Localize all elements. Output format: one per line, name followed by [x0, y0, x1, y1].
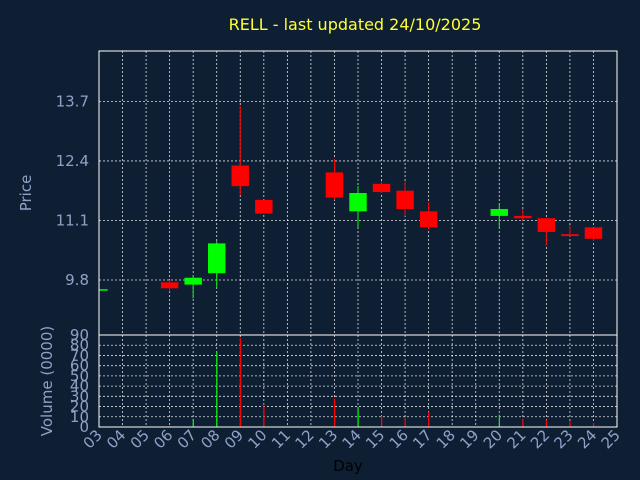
candle-body	[99, 289, 108, 291]
x-tick-label: 09	[221, 426, 247, 452]
volume-axis-label: Volume (0000)	[38, 326, 56, 436]
x-tick-label: 24	[574, 426, 600, 452]
volume-bar	[381, 415, 383, 427]
x-tick-label: 12	[292, 426, 318, 452]
x-tick-label: 06	[150, 426, 176, 452]
volume-tick-label: 0	[79, 418, 89, 436]
candle-body	[184, 277, 202, 285]
candle-body	[255, 199, 273, 214]
volume-bar	[522, 418, 524, 427]
candles	[99, 105, 603, 299]
volume-bar	[333, 398, 336, 427]
volume-tick-label: 10	[70, 408, 89, 426]
volume-tick-label: 80	[70, 336, 89, 354]
candle-body	[537, 218, 556, 232]
x-tick-label: 10	[244, 426, 270, 452]
x-tick-label: 20	[480, 426, 506, 452]
volume-tick-label: 30	[70, 387, 89, 405]
candle-body	[372, 183, 391, 193]
candle-body	[231, 165, 249, 187]
volume-bar	[357, 408, 359, 427]
price-axis-label: Price	[17, 175, 35, 212]
price-grid	[99, 51, 617, 335]
volume-bar	[239, 338, 241, 427]
volume-tick-label: 50	[70, 367, 89, 385]
volume-bar	[498, 414, 500, 427]
volume-bar	[404, 417, 406, 427]
volume-bar	[428, 411, 430, 427]
volume-tick-label: 70	[70, 346, 89, 364]
x-axis-label: Day	[333, 457, 363, 475]
candle-body	[514, 215, 532, 219]
volume-bar	[569, 420, 571, 427]
volume-bar	[263, 404, 265, 427]
x-tick-label: 15	[362, 426, 388, 452]
candle-body	[490, 209, 508, 216]
x-tick-label: 07	[174, 426, 200, 452]
x-tick-labels: 0304050607080910111213141516171819202122…	[80, 426, 624, 452]
candle-body	[584, 227, 603, 239]
volume-bars	[169, 338, 595, 427]
volume-tick-label: 90	[70, 326, 89, 344]
x-tick-label: 14	[339, 426, 365, 452]
price-tick-label: 13.7	[56, 92, 89, 110]
candle-body	[349, 193, 367, 212]
volume-bar	[192, 418, 194, 427]
price-tick-label: 12.4	[56, 152, 89, 170]
candle-body	[325, 172, 344, 198]
x-tick-label: 05	[127, 426, 153, 452]
x-tick-label: 08	[197, 426, 223, 452]
price-tick-label: 9.8	[65, 271, 89, 289]
x-tick-label: 11	[268, 426, 294, 452]
candle-body	[208, 243, 226, 274]
x-tick-label: 25	[598, 426, 624, 452]
volume-bar	[216, 352, 218, 427]
chart-title: RELL - last updated 24/10/2025	[229, 15, 482, 34]
candle-body	[160, 282, 179, 289]
x-tick-label: 19	[456, 426, 482, 452]
price-panel: 9.8 11.1 12.4 13.7 Price	[17, 50, 618, 336]
candle-body	[561, 234, 579, 237]
x-tick-label: 22	[527, 426, 553, 452]
x-tick-label: 04	[103, 426, 129, 452]
volume-panel-frame	[98, 334, 618, 428]
candle-body	[396, 190, 414, 210]
volume-bar	[169, 425, 171, 427]
x-tick-label: 16	[386, 426, 412, 452]
volume-bar	[545, 419, 548, 427]
x-tick-label: 13	[315, 426, 341, 452]
volume-tick-label: 60	[70, 357, 89, 375]
x-tick-label: 17	[409, 426, 435, 452]
volume-tick-label: 20	[70, 398, 89, 416]
price-tick-label: 11.1	[56, 211, 89, 229]
volume-bar	[592, 422, 595, 427]
price-y-tick-labels: 9.8 11.1 12.4 13.7	[56, 92, 89, 289]
x-tick-label: 18	[433, 426, 459, 452]
x-tick-label: 21	[503, 426, 529, 452]
x-tick-label: 23	[551, 426, 577, 452]
volume-tick-label: 40	[70, 377, 89, 395]
candle-body	[419, 211, 438, 228]
